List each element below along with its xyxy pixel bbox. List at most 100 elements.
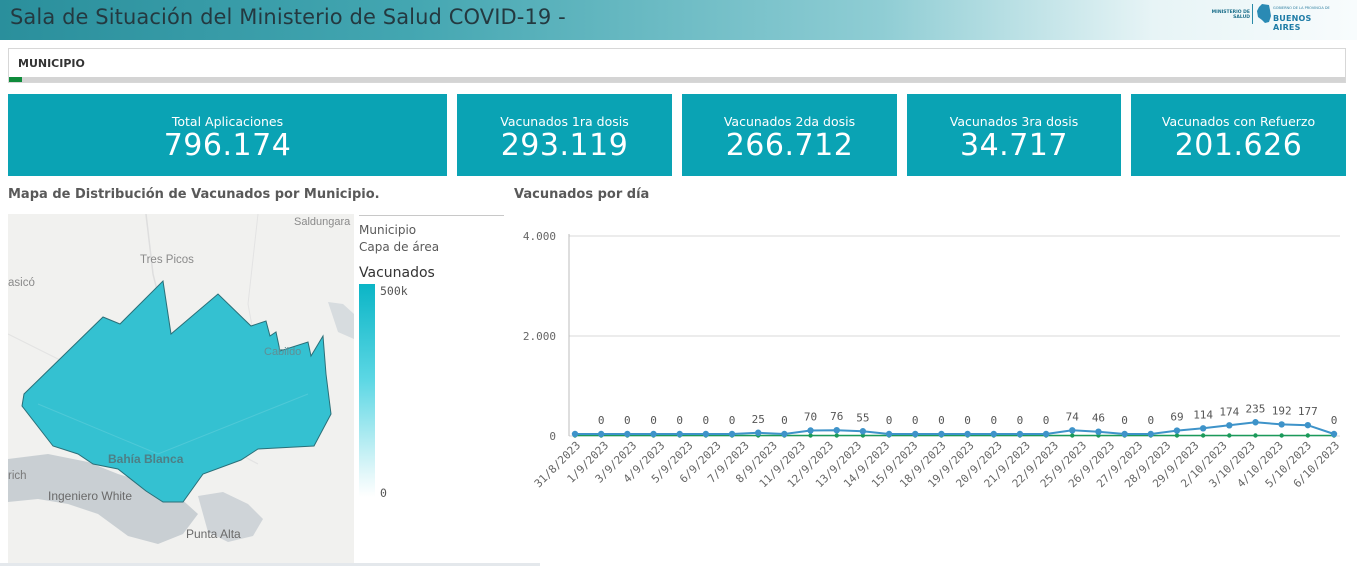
map-title: Mapa de Distribución de Vacunados por Mu… <box>8 187 380 202</box>
secondary-point <box>808 433 813 438</box>
horizontal-scrollbar[interactable] <box>0 563 540 566</box>
data-point[interactable] <box>859 428 867 435</box>
data-point[interactable] <box>650 430 657 438</box>
logo-separator <box>1252 4 1253 24</box>
place-label-saladillo: asicó <box>8 277 35 289</box>
legend-min-label: 0 <box>380 486 387 500</box>
data-point[interactable] <box>885 430 893 438</box>
kpi-vacunados-refuerzo[interactable]: Vacunados con Refuerzo 201.626 <box>1131 94 1346 176</box>
data-point[interactable] <box>728 430 736 438</box>
kpi-label: Total Aplicaciones <box>171 114 284 129</box>
logo-ministry-line1: MINISTERIO DE <box>1211 10 1250 15</box>
data-point[interactable] <box>1173 427 1181 434</box>
kpi-label: Vacunados 1ra dosis <box>500 114 629 129</box>
place-label-saldungaray: Saldungara <box>294 216 351 228</box>
province-map-icon <box>1257 4 1271 23</box>
data-point[interactable] <box>781 430 788 438</box>
data-point[interactable] <box>938 430 945 438</box>
kpi-label: Vacunados con Refuerzo <box>1161 114 1316 129</box>
chart-series <box>575 421 1335 437</box>
data-point[interactable] <box>1095 428 1102 435</box>
map-road <box>37 393 309 455</box>
data-label: 0 <box>1147 414 1154 427</box>
data-point[interactable] <box>624 430 631 438</box>
data-label: 0 <box>650 414 657 427</box>
data-point[interactable] <box>1016 430 1024 438</box>
data-point[interactable] <box>833 427 840 434</box>
kpi-value: 796.174 <box>163 128 292 163</box>
kpi-vacunados-2da-dosis[interactable]: Vacunados 2da dosis 266.712 <box>682 94 897 176</box>
legend-max-label: 500k <box>380 284 408 298</box>
secondary-point <box>1305 433 1311 438</box>
data-label: 114 <box>1193 408 1213 421</box>
chart-title: Vacunados por día <box>514 187 650 202</box>
data-label: 192 <box>1272 404 1292 417</box>
secondary-point <box>1227 433 1232 438</box>
secondary-point <box>1253 433 1258 438</box>
data-point[interactable] <box>964 430 971 438</box>
data-point[interactable] <box>1304 421 1312 429</box>
kpi-vacunados-1ra-dosis[interactable]: Vacunados 1ra dosis 293.119 <box>457 94 672 176</box>
data-point[interactable] <box>912 430 919 438</box>
data-label: 0 <box>990 414 997 427</box>
data-point[interactable] <box>571 430 579 438</box>
place-label-ingeniero-white: Ingeniero White <box>48 489 132 503</box>
legend-layer-name: Municipio <box>359 223 417 237</box>
kpi-total-aplicaciones[interactable]: Total Aplicaciones 796.174 <box>8 94 447 176</box>
data-label: 25 <box>752 413 765 426</box>
data-label: 0 <box>1121 414 1128 427</box>
data-label: 74 <box>1066 410 1080 423</box>
data-point[interactable] <box>676 430 683 438</box>
logo-province: BUENOS AIRES <box>1273 14 1312 32</box>
data-point[interactable] <box>1042 430 1050 438</box>
data-point[interactable] <box>755 429 762 436</box>
data-label: 0 <box>781 414 788 427</box>
data-label: 0 <box>1331 414 1338 427</box>
data-label: 46 <box>1092 412 1105 425</box>
data-label: 0 <box>703 414 710 427</box>
data-label: 0 <box>1043 414 1050 427</box>
secondary-point <box>860 433 866 438</box>
vacunados-por-dia-chart[interactable]: 4.000 2.000 0 31/8/20231/9/20233/9/20234/9… <box>508 220 1357 566</box>
data-point[interactable] <box>702 430 710 438</box>
header-bar: Sala de Situación del Ministerio de Salu… <box>0 0 1357 40</box>
data-label: 0 <box>886 414 893 427</box>
data-label: 0 <box>964 414 971 427</box>
chart-points <box>571 419 1338 438</box>
legend-divider <box>359 215 504 216</box>
kpi-value: 293.119 <box>500 128 629 163</box>
data-point[interactable] <box>1252 419 1259 426</box>
data-label: 0 <box>676 414 683 427</box>
data-point[interactable] <box>1330 430 1338 438</box>
data-point[interactable] <box>1226 422 1233 429</box>
data-point[interactable] <box>1147 430 1154 438</box>
data-label: 235 <box>1246 402 1266 415</box>
data-point[interactable] <box>990 430 997 438</box>
kpi-vacunados-3ra-dosis[interactable]: Vacunados 3ra dosis 34.717 <box>907 94 1121 176</box>
filter-state-bar <box>9 77 1345 82</box>
data-label: 76 <box>830 410 843 423</box>
data-label: 177 <box>1298 405 1318 418</box>
map-canvas[interactable]: Saldungara Tres Picos asicó Cabildo Bahí… <box>8 214 354 566</box>
y-tick-label: 0 <box>549 430 556 443</box>
data-point[interactable] <box>807 427 814 434</box>
data-point[interactable] <box>1278 421 1285 428</box>
place-label-rich: rich <box>8 470 27 482</box>
secondary-point <box>1070 433 1075 438</box>
data-point[interactable] <box>1121 430 1128 438</box>
data-point[interactable] <box>1069 427 1076 434</box>
map-water <box>328 302 354 339</box>
municipio-filter[interactable]: MUNICIPIO <box>8 48 1346 83</box>
data-label: 55 <box>856 411 869 424</box>
municipality-area-bahia-blanca[interactable] <box>21 279 332 503</box>
kpi-value: 34.717 <box>960 128 1068 163</box>
place-label-cabildo: Cabildo <box>264 346 301 358</box>
place-label-punta-alta: Punta Alta <box>186 527 241 541</box>
data-label: 0 <box>912 414 919 427</box>
data-label: 0 <box>729 414 736 427</box>
vaccination-map[interactable]: Saldungara Tres Picos asicó Cabildo Bahí… <box>8 214 354 566</box>
data-label: 0 <box>598 414 605 427</box>
data-point[interactable] <box>597 430 605 438</box>
data-point[interactable] <box>1199 425 1207 432</box>
chart-y-ticks: 4.000 2.000 0 <box>523 230 556 443</box>
